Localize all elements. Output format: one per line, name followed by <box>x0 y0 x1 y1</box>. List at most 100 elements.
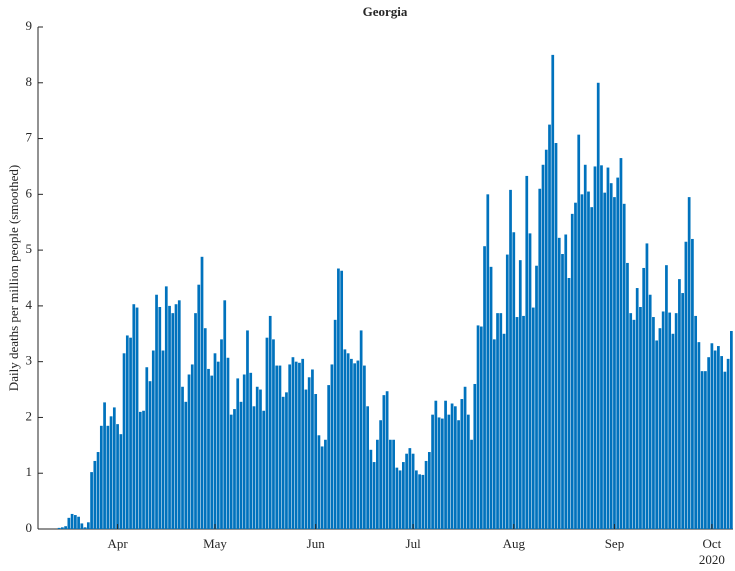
bar <box>483 246 486 529</box>
bar <box>379 420 382 529</box>
bar <box>220 339 223 529</box>
bar <box>395 467 399 529</box>
bar <box>476 325 480 529</box>
bar <box>466 414 470 529</box>
bar <box>616 177 620 529</box>
y-tick-label: 1 <box>26 464 33 479</box>
bar <box>363 365 366 529</box>
bar <box>314 394 318 529</box>
bar <box>473 383 477 529</box>
bar <box>561 254 564 529</box>
bar <box>544 149 548 529</box>
bar <box>116 424 119 529</box>
bar <box>431 414 434 529</box>
bar <box>389 439 392 529</box>
y-axis-label: Daily deaths per million people (smoothe… <box>6 165 21 391</box>
bar <box>570 213 574 529</box>
bar <box>77 516 80 529</box>
bar <box>210 375 214 529</box>
bar <box>463 386 467 529</box>
bar <box>622 203 626 529</box>
bar <box>382 395 386 529</box>
bar <box>538 188 542 529</box>
x-axis-secondary-label: 2020 <box>699 552 725 566</box>
bar <box>327 385 331 529</box>
bar <box>486 194 490 530</box>
bar <box>275 365 279 529</box>
bar <box>177 300 181 529</box>
bar <box>398 470 402 529</box>
bar <box>674 313 678 529</box>
bar <box>691 238 694 529</box>
x-tick-label: May <box>203 536 227 551</box>
bar <box>109 416 113 529</box>
y-tick-label: 8 <box>26 74 33 89</box>
bar <box>366 406 370 529</box>
bar <box>502 333 506 529</box>
bar <box>665 265 668 529</box>
x-tick-label: Sep <box>605 536 625 551</box>
bar <box>619 158 623 530</box>
x-tick-label: Oct <box>702 536 721 551</box>
bar <box>252 406 256 529</box>
bar <box>119 434 123 529</box>
bar <box>700 371 704 529</box>
bar <box>249 372 253 529</box>
bar <box>470 439 473 529</box>
bar <box>184 401 188 529</box>
bar <box>583 164 587 529</box>
bar <box>307 377 311 529</box>
bar <box>489 266 493 529</box>
bar <box>181 386 184 529</box>
bar <box>57 527 61 529</box>
bar <box>704 371 707 529</box>
bar <box>479 326 483 529</box>
bar <box>324 439 327 529</box>
bar <box>509 189 512 530</box>
bar <box>93 460 97 529</box>
bar <box>460 399 464 529</box>
bar <box>606 167 610 529</box>
bar <box>593 166 597 529</box>
bar <box>190 364 194 529</box>
bar <box>106 425 110 529</box>
bar <box>122 353 126 529</box>
bar <box>353 363 357 529</box>
bar <box>710 343 714 529</box>
bar <box>359 330 363 529</box>
bar <box>590 207 594 529</box>
bar <box>713 350 717 529</box>
bar <box>229 414 233 529</box>
bar <box>437 417 441 529</box>
bar <box>515 317 519 529</box>
bar <box>320 446 324 529</box>
bar <box>671 333 675 529</box>
bar <box>337 268 340 529</box>
bar <box>730 330 733 529</box>
bar <box>450 403 454 529</box>
bar <box>242 374 246 529</box>
bar <box>164 286 168 529</box>
bar <box>168 305 171 529</box>
bar <box>60 527 64 529</box>
bar <box>203 328 207 529</box>
bar <box>145 367 149 529</box>
bar <box>411 453 415 529</box>
bar <box>447 414 451 529</box>
bar <box>132 304 136 529</box>
bar <box>317 435 321 529</box>
bar <box>216 361 220 529</box>
y-tick-label: 4 <box>26 297 33 312</box>
bar <box>103 402 106 529</box>
bar <box>668 312 672 529</box>
bar <box>707 357 711 529</box>
y-tick-label: 0 <box>26 520 33 535</box>
bar <box>207 368 210 529</box>
bar <box>174 304 178 529</box>
bar <box>551 54 555 530</box>
bar <box>239 401 243 529</box>
bar <box>281 396 285 529</box>
bar <box>580 194 584 530</box>
y-tick-label: 9 <box>26 18 33 33</box>
bar <box>405 453 408 529</box>
